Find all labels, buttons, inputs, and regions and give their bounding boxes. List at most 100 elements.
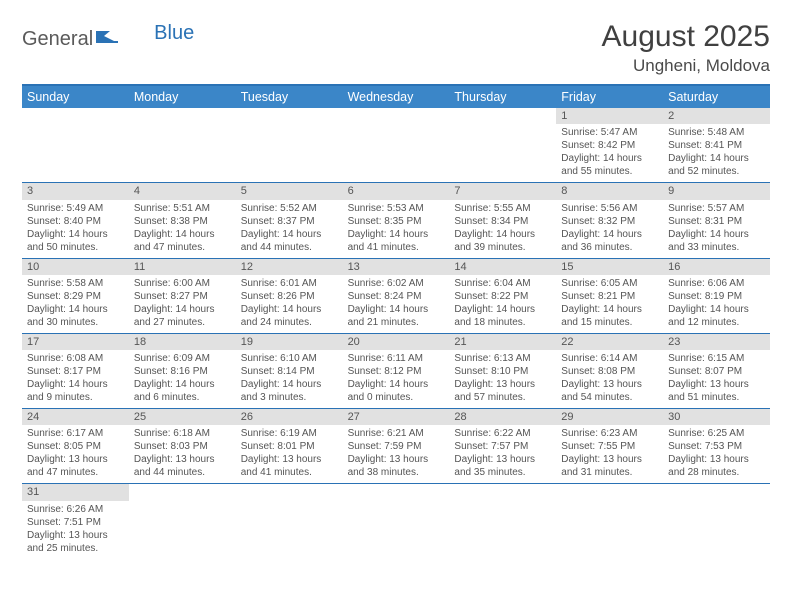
day-number: 3: [22, 183, 129, 199]
sunrise-text: Sunrise: 6:21 AM: [348, 427, 445, 440]
sunset-text: Sunset: 8:41 PM: [668, 139, 765, 152]
day-number: 11: [129, 259, 236, 275]
day-number: 24: [22, 409, 129, 425]
daylight-text: Daylight: 14 hours and 18 minutes.: [454, 303, 551, 329]
daylight-text: Daylight: 14 hours and 21 minutes.: [348, 303, 445, 329]
day-number: 4: [129, 183, 236, 199]
cell-body: Sunrise: 6:13 AMSunset: 8:10 PMDaylight:…: [449, 350, 556, 408]
cell-body: Sunrise: 6:02 AMSunset: 8:24 PMDaylight:…: [343, 275, 450, 333]
daylight-text: Daylight: 13 hours and 41 minutes.: [241, 453, 338, 479]
day-number: [343, 108, 450, 124]
week-row: 31Sunrise: 6:26 AMSunset: 7:51 PMDayligh…: [22, 484, 770, 558]
calendar-cell: 18Sunrise: 6:09 AMSunset: 8:16 PMDayligh…: [129, 334, 236, 408]
sunset-text: Sunset: 8:37 PM: [241, 215, 338, 228]
day-number: 13: [343, 259, 450, 275]
sunrise-text: Sunrise: 6:13 AM: [454, 352, 551, 365]
sunrise-text: Sunrise: 6:22 AM: [454, 427, 551, 440]
page: General Blue August 2025 Ungheni, Moldov…: [0, 0, 792, 612]
sunrise-text: Sunrise: 5:56 AM: [561, 202, 658, 215]
day-number: 28: [449, 409, 556, 425]
sunset-text: Sunset: 8:40 PM: [27, 215, 124, 228]
daylight-text: Daylight: 13 hours and 51 minutes.: [668, 378, 765, 404]
calendar-cell: 10Sunrise: 5:58 AMSunset: 8:29 PMDayligh…: [22, 259, 129, 333]
day-number: 21: [449, 334, 556, 350]
day-number: 25: [129, 409, 236, 425]
cell-body: Sunrise: 6:26 AMSunset: 7:51 PMDaylight:…: [22, 501, 129, 559]
sunrise-text: Sunrise: 5:49 AM: [27, 202, 124, 215]
cell-body: Sunrise: 6:06 AMSunset: 8:19 PMDaylight:…: [663, 275, 770, 333]
sunset-text: Sunset: 8:38 PM: [134, 215, 231, 228]
calendar-cell: [129, 108, 236, 182]
sunset-text: Sunset: 8:32 PM: [561, 215, 658, 228]
week-row: 17Sunrise: 6:08 AMSunset: 8:17 PMDayligh…: [22, 334, 770, 409]
daylight-text: Daylight: 13 hours and 47 minutes.: [27, 453, 124, 479]
sunrise-text: Sunrise: 6:08 AM: [27, 352, 124, 365]
calendar-cell: 31Sunrise: 6:26 AMSunset: 7:51 PMDayligh…: [22, 484, 129, 558]
day-number: [449, 484, 556, 500]
daylight-text: Daylight: 14 hours and 30 minutes.: [27, 303, 124, 329]
day-number: 19: [236, 334, 343, 350]
daylight-text: Daylight: 14 hours and 15 minutes.: [561, 303, 658, 329]
calendar-cell: 30Sunrise: 6:25 AMSunset: 7:53 PMDayligh…: [663, 409, 770, 483]
day-number: 26: [236, 409, 343, 425]
cell-body: Sunrise: 5:58 AMSunset: 8:29 PMDaylight:…: [22, 275, 129, 333]
title-block: August 2025 Ungheni, Moldova: [602, 20, 770, 76]
calendar-cell: [343, 108, 450, 182]
day-number: 15: [556, 259, 663, 275]
calendar-cell: 20Sunrise: 6:11 AMSunset: 8:12 PMDayligh…: [343, 334, 450, 408]
sunset-text: Sunset: 8:19 PM: [668, 290, 765, 303]
day-header: Tuesday: [236, 86, 343, 108]
logo-text-general: General: [22, 28, 93, 51]
sunset-text: Sunset: 7:57 PM: [454, 440, 551, 453]
cell-body: Sunrise: 5:56 AMSunset: 8:32 PMDaylight:…: [556, 200, 663, 258]
sunrise-text: Sunrise: 5:57 AM: [668, 202, 765, 215]
daylight-text: Daylight: 14 hours and 0 minutes.: [348, 378, 445, 404]
cell-body: Sunrise: 6:23 AMSunset: 7:55 PMDaylight:…: [556, 425, 663, 483]
sunrise-text: Sunrise: 6:18 AM: [134, 427, 231, 440]
sunset-text: Sunset: 8:07 PM: [668, 365, 765, 378]
sunrise-text: Sunrise: 6:10 AM: [241, 352, 338, 365]
sunset-text: Sunset: 8:17 PM: [27, 365, 124, 378]
day-number: 22: [556, 334, 663, 350]
cell-body: Sunrise: 6:05 AMSunset: 8:21 PMDaylight:…: [556, 275, 663, 333]
cell-body: Sunrise: 6:19 AMSunset: 8:01 PMDaylight:…: [236, 425, 343, 483]
daylight-text: Daylight: 14 hours and 24 minutes.: [241, 303, 338, 329]
day-header-row: Sunday Monday Tuesday Wednesday Thursday…: [22, 86, 770, 108]
sunrise-text: Sunrise: 6:00 AM: [134, 277, 231, 290]
calendar-cell: 8Sunrise: 5:56 AMSunset: 8:32 PMDaylight…: [556, 183, 663, 257]
day-number: [236, 484, 343, 500]
day-header: Sunday: [22, 86, 129, 108]
cell-body: Sunrise: 5:47 AMSunset: 8:42 PMDaylight:…: [556, 124, 663, 182]
day-number: 17: [22, 334, 129, 350]
sunrise-text: Sunrise: 6:02 AM: [348, 277, 445, 290]
sunrise-text: Sunrise: 6:17 AM: [27, 427, 124, 440]
sunset-text: Sunset: 8:34 PM: [454, 215, 551, 228]
daylight-text: Daylight: 14 hours and 44 minutes.: [241, 228, 338, 254]
daylight-text: Daylight: 14 hours and 39 minutes.: [454, 228, 551, 254]
cell-body: Sunrise: 5:48 AMSunset: 8:41 PMDaylight:…: [663, 124, 770, 182]
day-number: 8: [556, 183, 663, 199]
sunrise-text: Sunrise: 5:52 AM: [241, 202, 338, 215]
week-row: 1Sunrise: 5:47 AMSunset: 8:42 PMDaylight…: [22, 108, 770, 183]
cell-body: Sunrise: 5:55 AMSunset: 8:34 PMDaylight:…: [449, 200, 556, 258]
calendar-cell: [343, 484, 450, 558]
day-number: 16: [663, 259, 770, 275]
sunset-text: Sunset: 8:01 PM: [241, 440, 338, 453]
calendar-cell: [236, 484, 343, 558]
sunset-text: Sunset: 8:26 PM: [241, 290, 338, 303]
day-header: Wednesday: [343, 86, 450, 108]
sunset-text: Sunset: 8:31 PM: [668, 215, 765, 228]
daylight-text: Daylight: 13 hours and 31 minutes.: [561, 453, 658, 479]
sunrise-text: Sunrise: 6:06 AM: [668, 277, 765, 290]
daylight-text: Daylight: 14 hours and 9 minutes.: [27, 378, 124, 404]
daylight-text: Daylight: 14 hours and 47 minutes.: [134, 228, 231, 254]
day-number: 29: [556, 409, 663, 425]
sunrise-text: Sunrise: 5:58 AM: [27, 277, 124, 290]
day-number: 31: [22, 484, 129, 500]
weeks-container: 1Sunrise: 5:47 AMSunset: 8:42 PMDaylight…: [22, 108, 770, 559]
cell-body: Sunrise: 6:09 AMSunset: 8:16 PMDaylight:…: [129, 350, 236, 408]
cell-body: Sunrise: 5:52 AMSunset: 8:37 PMDaylight:…: [236, 200, 343, 258]
calendar-cell: 4Sunrise: 5:51 AMSunset: 8:38 PMDaylight…: [129, 183, 236, 257]
sunset-text: Sunset: 8:29 PM: [27, 290, 124, 303]
calendar-cell: 1Sunrise: 5:47 AMSunset: 8:42 PMDaylight…: [556, 108, 663, 182]
